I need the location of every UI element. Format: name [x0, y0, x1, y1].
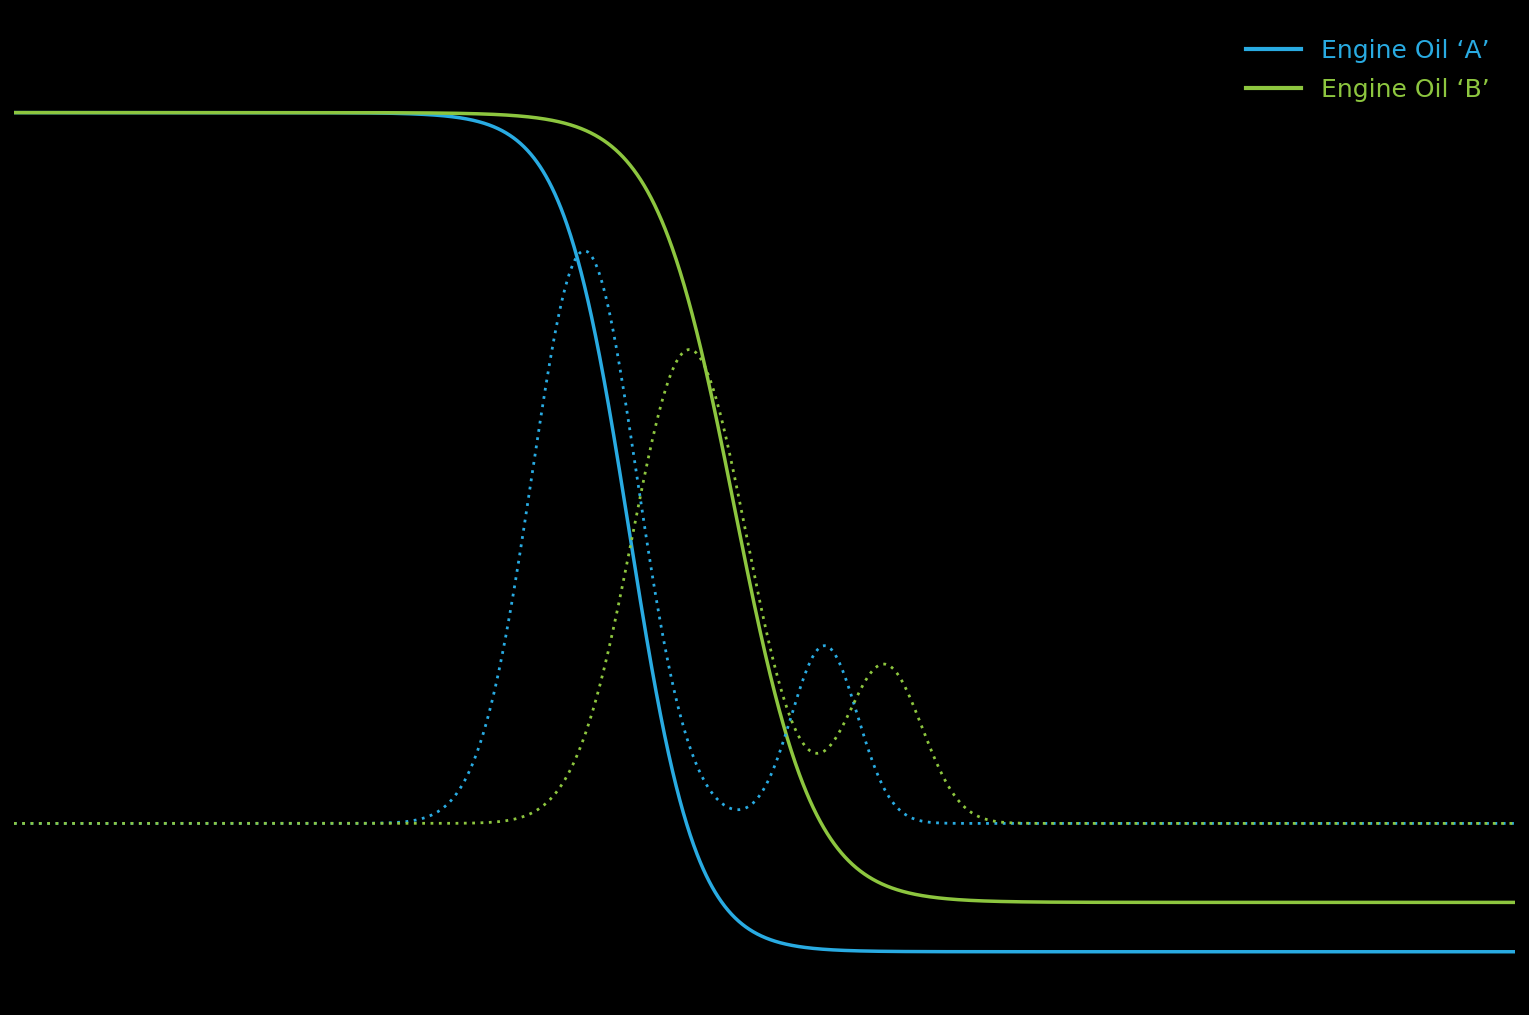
Legend: Engine Oil ‘A’, Engine Oil ‘B’: Engine Oil ‘A’, Engine Oil ‘B’	[1234, 26, 1503, 115]
